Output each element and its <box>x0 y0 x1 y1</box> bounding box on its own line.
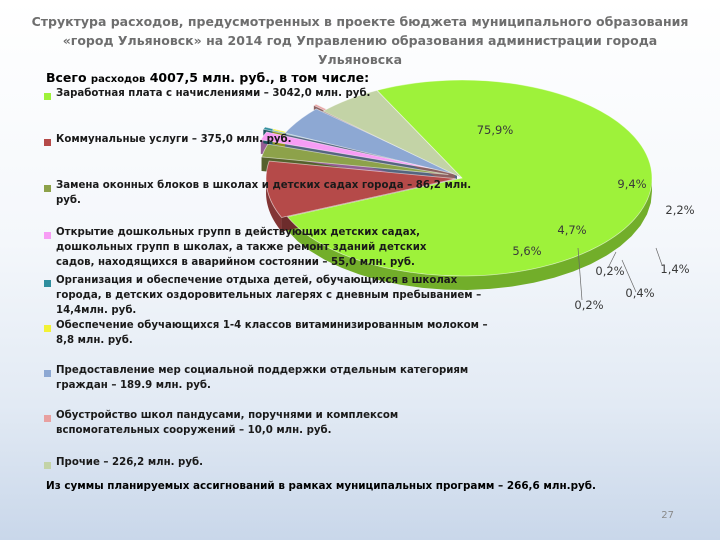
footer-note: Из суммы планируемых ассигнований в рамк… <box>46 480 596 492</box>
pie-label-5: 0,2% <box>595 264 624 278</box>
legend-item-3: Открытие дошкольных групп в действующих … <box>56 227 427 268</box>
pie-slice-8 <box>322 89 463 179</box>
pie-slice-side-1 <box>266 173 282 232</box>
pie-slice-3 <box>260 131 442 171</box>
chart-title: Структура расходов, предусмотренных в пр… <box>31 14 689 67</box>
legend-swatch-0 <box>44 93 51 100</box>
total-prefix: Всего <box>46 70 87 85</box>
pie-label-8: 5,6% <box>512 244 541 258</box>
legend-swatch-5 <box>44 325 51 332</box>
legend-swatch-8 <box>44 462 51 469</box>
legend-item-5: Обеспечение обучающихся 1-4 классов вита… <box>56 320 488 346</box>
legend-item-7: Обустройство школ пандусами, поручнями и… <box>56 410 399 436</box>
pie-slice-2 <box>260 143 449 175</box>
total-value: 4007,5 млн. руб., в том числе: <box>149 70 370 85</box>
pie-slice-0 <box>286 79 653 277</box>
pie-label-7: 0,2% <box>574 298 603 312</box>
pie-label-6: 4,7% <box>557 223 586 237</box>
pie-slice-1 <box>265 160 457 218</box>
pie-label-0: 75,9% <box>477 123 514 137</box>
legend-swatch-1 <box>44 139 51 146</box>
legend-item-6: Предоставление мер социальной поддержки … <box>56 365 469 391</box>
pie-label-2: 2,2% <box>665 203 694 217</box>
legend-item-4: Организация и обеспечение отдыха детей, … <box>56 275 482 316</box>
leader-line-5 <box>607 251 617 269</box>
pie-label-1: 9,4% <box>617 177 646 191</box>
legend-item-0: Заработная плата с начислениями – 3042,0… <box>56 88 371 99</box>
pie-label-4: 0,4% <box>625 286 654 300</box>
legend-swatch-7 <box>44 415 51 422</box>
leader-line-4 <box>621 259 637 293</box>
total-label: Всего расходов 4007,5 млн. руб., в том ч… <box>46 70 369 85</box>
leader-line-3 <box>655 247 663 266</box>
legend-swatch-6 <box>44 370 51 377</box>
legend-swatch-2 <box>44 185 51 192</box>
legend-swatch-4 <box>44 280 51 287</box>
leader-line-7 <box>577 247 583 301</box>
legend-item-2: Замена оконных блоков в школах и детских… <box>56 180 472 206</box>
legend-swatch-3 <box>44 232 51 239</box>
legend-item-8: Прочие – 226,2 млн. руб. <box>56 457 203 468</box>
legend-item-1: Коммунальные услуги – 375,0 млн. руб. <box>56 134 292 145</box>
page-number: 27 <box>661 510 674 521</box>
pie-label-3: 1,4% <box>660 262 689 276</box>
total-small: расходов <box>90 74 146 85</box>
pie-slice-6 <box>284 108 458 176</box>
